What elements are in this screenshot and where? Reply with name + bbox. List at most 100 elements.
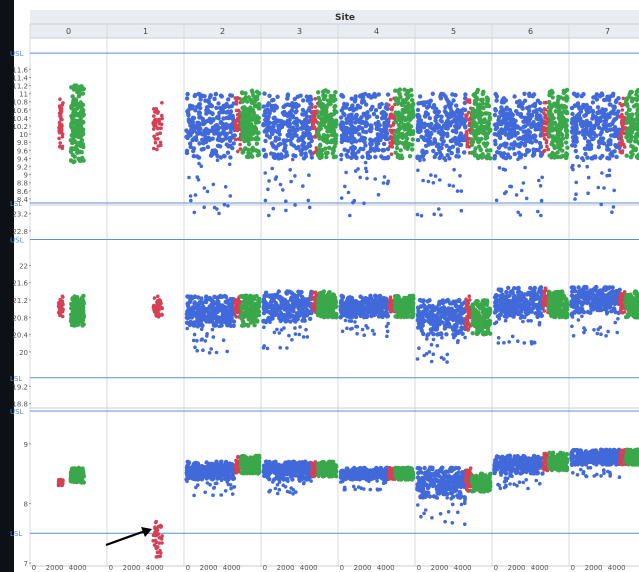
data-point bbox=[192, 123, 197, 129]
data-point bbox=[262, 303, 267, 308]
data-point bbox=[310, 105, 314, 110]
data-point bbox=[523, 165, 527, 170]
data-point bbox=[327, 145, 332, 150]
data-point bbox=[475, 155, 481, 161]
data-point bbox=[322, 305, 327, 310]
data-point bbox=[574, 180, 578, 185]
data-point bbox=[494, 98, 499, 103]
data-point bbox=[541, 129, 545, 133]
data-point bbox=[231, 101, 236, 106]
data-point bbox=[473, 108, 478, 114]
data-point bbox=[365, 176, 369, 181]
data-point bbox=[305, 335, 310, 339]
data-point bbox=[389, 301, 394, 306]
data-point bbox=[264, 127, 269, 132]
data-point bbox=[188, 194, 193, 198]
data-point bbox=[159, 126, 163, 130]
data-point bbox=[304, 327, 308, 332]
data-point bbox=[406, 89, 411, 94]
data-point bbox=[387, 103, 391, 107]
data-point bbox=[530, 94, 535, 99]
data-point bbox=[459, 189, 464, 193]
data-point bbox=[192, 93, 197, 99]
data-point bbox=[281, 188, 285, 192]
data-point bbox=[191, 146, 197, 151]
data-point bbox=[345, 154, 350, 159]
data-point bbox=[407, 126, 412, 132]
data-point bbox=[474, 89, 480, 95]
data-point bbox=[349, 146, 354, 151]
data-point bbox=[58, 97, 62, 101]
data-point bbox=[323, 93, 328, 99]
data-point bbox=[290, 157, 295, 162]
data-point bbox=[285, 133, 291, 138]
data-point bbox=[151, 146, 156, 151]
data-point bbox=[612, 125, 618, 130]
data-point bbox=[191, 115, 197, 121]
data-point bbox=[279, 300, 284, 305]
data-point bbox=[301, 184, 305, 188]
data-point bbox=[283, 143, 288, 148]
data-point bbox=[80, 310, 86, 316]
data-point bbox=[319, 105, 325, 111]
data-point bbox=[452, 167, 456, 172]
data-point bbox=[217, 105, 223, 111]
data-point bbox=[191, 338, 196, 343]
data-point bbox=[78, 84, 83, 89]
data-point bbox=[614, 154, 619, 160]
data-point bbox=[381, 181, 386, 185]
data-point bbox=[519, 188, 524, 193]
data-point bbox=[627, 118, 632, 123]
data-point bbox=[203, 139, 209, 145]
data-point bbox=[381, 147, 387, 153]
data-point bbox=[613, 143, 618, 148]
data-point bbox=[444, 332, 449, 337]
data-point bbox=[292, 315, 298, 320]
data-point bbox=[497, 166, 502, 170]
data-point bbox=[254, 135, 260, 140]
data-point bbox=[522, 143, 528, 148]
data-point bbox=[242, 105, 247, 110]
data-point bbox=[306, 309, 311, 314]
data-point bbox=[225, 150, 231, 155]
data-point bbox=[407, 154, 413, 159]
data-point bbox=[72, 138, 77, 143]
data-point bbox=[493, 126, 498, 132]
data-point bbox=[522, 137, 527, 142]
data-point bbox=[298, 93, 303, 98]
data-point bbox=[289, 303, 295, 308]
data-point bbox=[197, 141, 202, 146]
data-point bbox=[458, 142, 464, 147]
data-point bbox=[192, 294, 197, 300]
data-point bbox=[409, 105, 415, 111]
data-point bbox=[339, 305, 344, 310]
data-point bbox=[456, 109, 462, 114]
data-point bbox=[542, 125, 546, 130]
data-point bbox=[585, 164, 589, 169]
data-point bbox=[58, 304, 63, 308]
data-point bbox=[338, 314, 344, 319]
data-point bbox=[342, 101, 347, 107]
data-point bbox=[225, 124, 230, 129]
data-point bbox=[618, 114, 622, 118]
data-point bbox=[196, 120, 201, 126]
data-point bbox=[184, 320, 190, 325]
data-point bbox=[395, 101, 400, 106]
data-point bbox=[543, 107, 548, 112]
data-point bbox=[633, 117, 638, 122]
data-point bbox=[423, 110, 429, 115]
data-point bbox=[266, 187, 270, 192]
data-point bbox=[600, 108, 605, 114]
data-point bbox=[261, 104, 266, 109]
data-point bbox=[263, 198, 268, 203]
data-point bbox=[153, 137, 158, 141]
data-point bbox=[481, 89, 486, 95]
data-point bbox=[459, 114, 464, 119]
data-point bbox=[207, 118, 212, 123]
data-point bbox=[340, 120, 345, 125]
data-point bbox=[452, 135, 458, 141]
data-point bbox=[215, 309, 220, 315]
data-point bbox=[356, 305, 361, 310]
data-point bbox=[285, 306, 290, 311]
data-point bbox=[303, 110, 308, 115]
